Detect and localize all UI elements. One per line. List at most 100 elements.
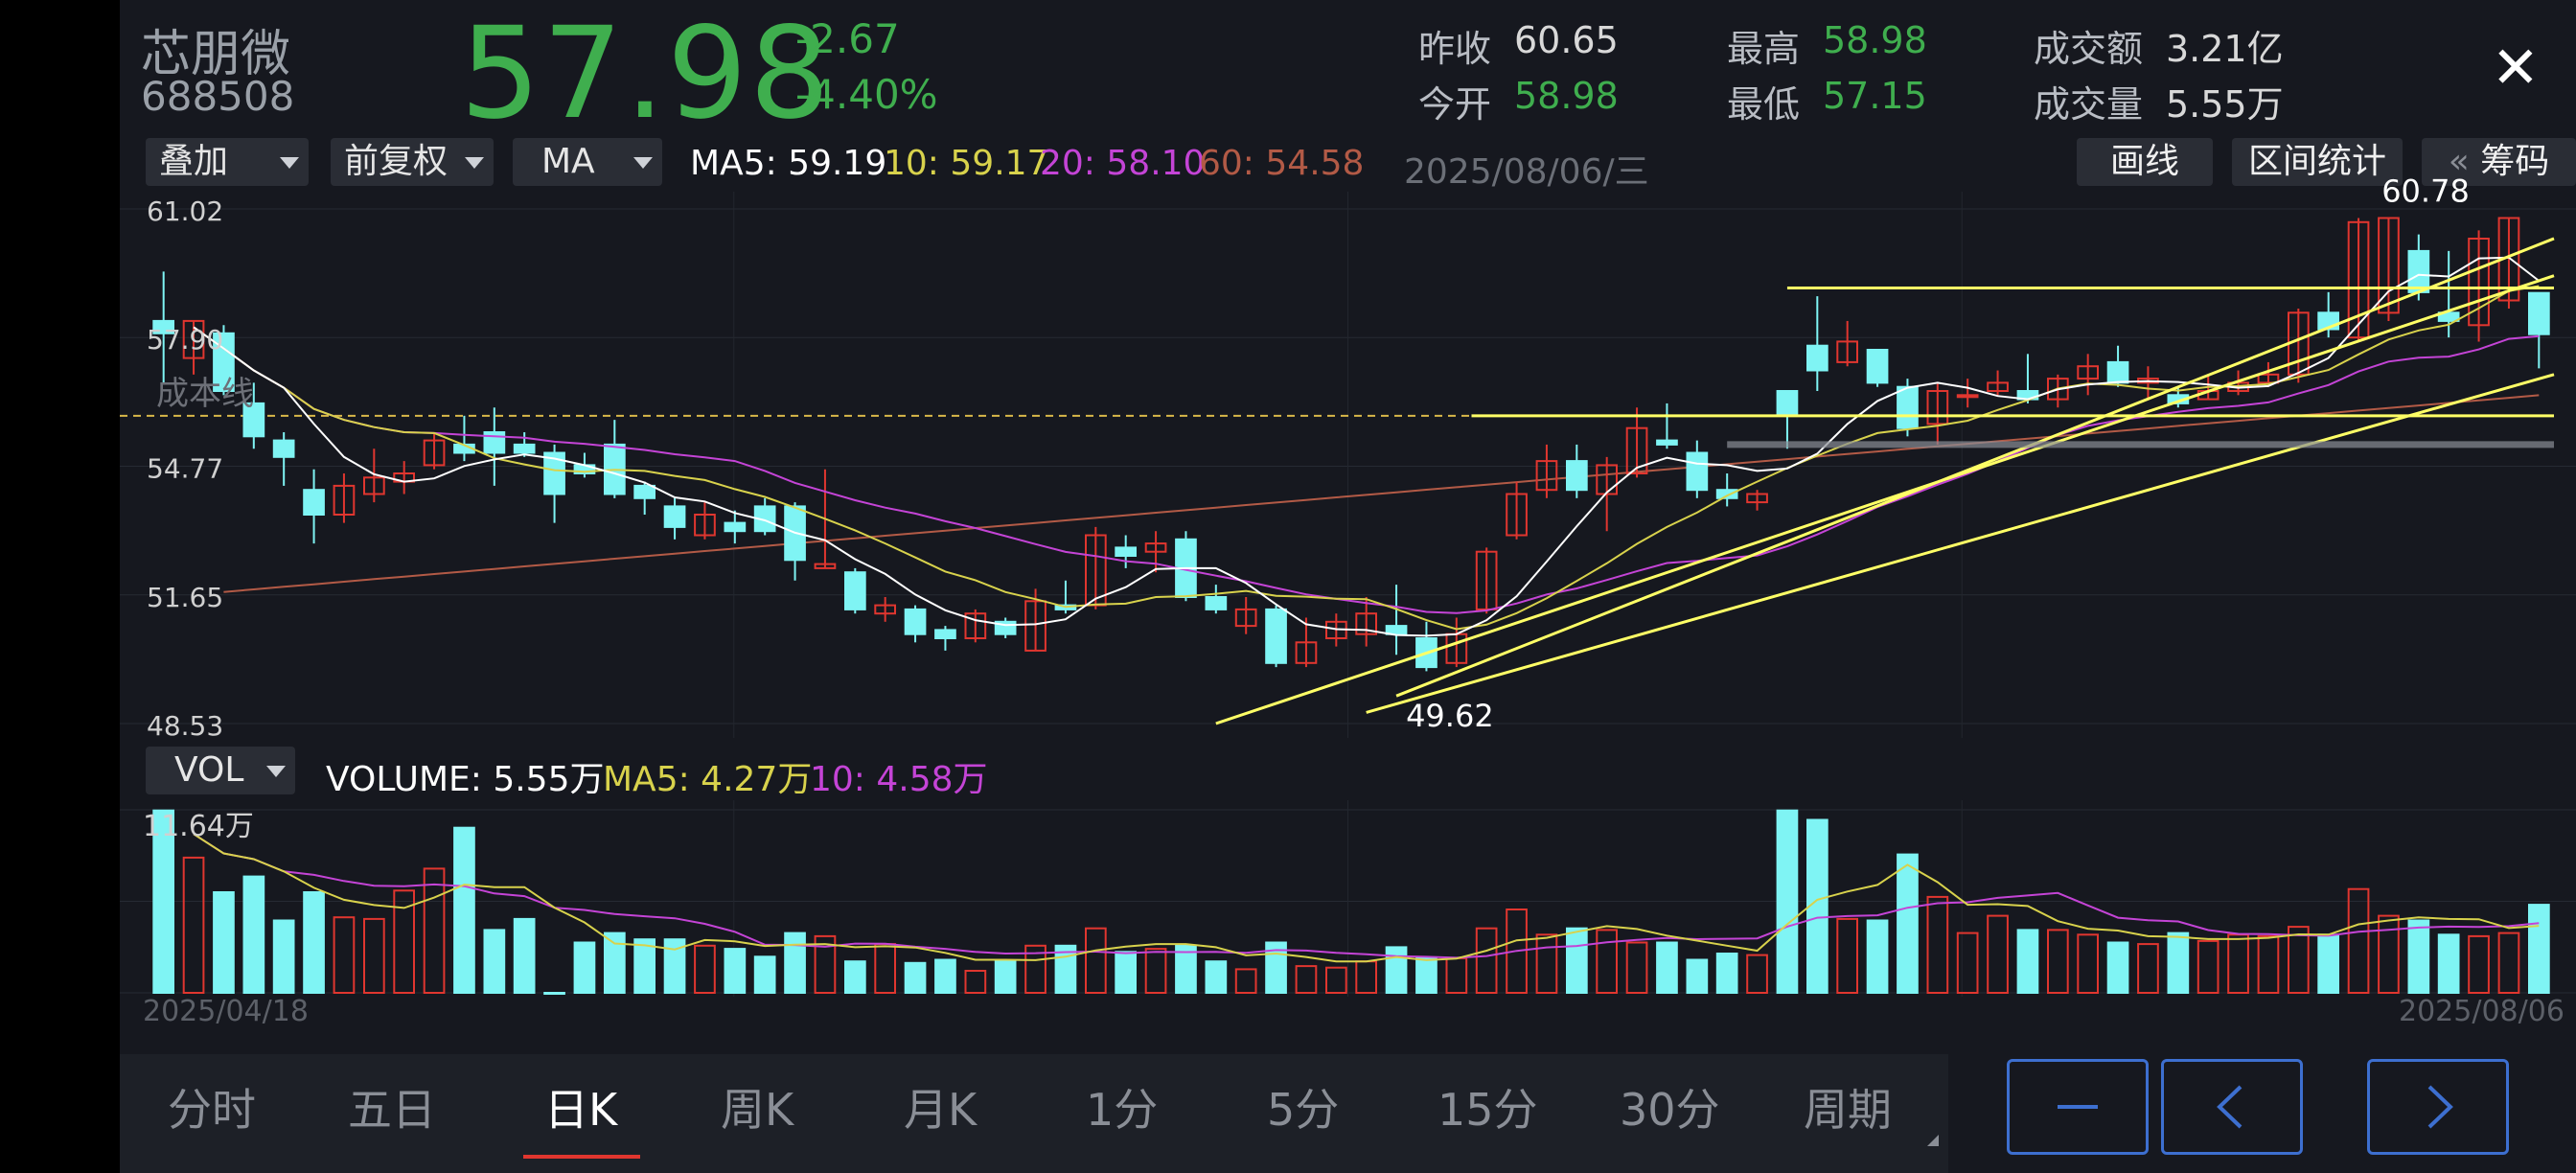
- volume-bar: [1625, 941, 1648, 994]
- volume-legend: VOLUME: 5.55万: [326, 760, 605, 799]
- volume-bar: [1686, 958, 1709, 994]
- volume-bar: [1506, 908, 1528, 994]
- ma5-legend: MA5: 59.19: [690, 144, 887, 183]
- tab-0[interactable]: 分时: [168, 1084, 256, 1136]
- volume-bar: [1205, 960, 1228, 995]
- volume-bar: [303, 891, 325, 994]
- previous-button[interactable]: [2161, 1059, 2303, 1155]
- candle: [1506, 493, 1528, 537]
- tab-5[interactable]: 1分: [1086, 1084, 1159, 1136]
- tab-9[interactable]: 周期: [1804, 1084, 1892, 1136]
- price-change-pct: -4.40%: [795, 71, 938, 118]
- candle: [1836, 340, 1859, 363]
- high-value: 58.98: [1823, 19, 1927, 61]
- volume-bar: [1897, 853, 1919, 994]
- volume-bar: [724, 948, 747, 994]
- tab-6[interactable]: 5分: [1267, 1084, 1340, 1136]
- volume-bar: [1085, 927, 1107, 995]
- candle: [1475, 550, 1498, 610]
- candle: [333, 484, 356, 516]
- volume-bar: [213, 891, 235, 994]
- y-axis-labels: 61.02 57.90 54.77 51.65 48.53: [147, 196, 223, 742]
- volume-bar: [152, 809, 174, 995]
- volume-bar: [1596, 929, 1619, 995]
- low-point-label: 49.62: [1406, 698, 1494, 734]
- tab-3[interactable]: 周K: [721, 1084, 794, 1136]
- volume-bar: [1956, 932, 1979, 994]
- candle: [1715, 489, 1738, 499]
- next-button[interactable]: [2367, 1059, 2509, 1155]
- end-date-label: 2025/08/06: [2399, 995, 2564, 1028]
- candle: [2528, 291, 2550, 335]
- volume-bar: [1295, 965, 1318, 994]
- minus-icon: [2058, 1105, 2098, 1109]
- volume-bar: [543, 992, 565, 995]
- candle: [1746, 493, 1768, 504]
- volume-ma10-path: [193, 833, 2540, 959]
- candles-group: [152, 217, 2550, 672]
- start-date-label: 2025/04/18: [143, 995, 309, 1028]
- chips-button[interactable]: « 筹码: [2422, 138, 2576, 186]
- kline-chart[interactable]: 61.02 57.90 54.77 51.65 48.53 成本线 60.78 49.62: [120, 0, 2576, 1054]
- candle: [513, 443, 536, 454]
- tab-2[interactable]: 日K: [544, 1084, 618, 1136]
- volume-bar: [2047, 929, 2069, 995]
- candle: [1144, 542, 1167, 553]
- candle: [1115, 546, 1138, 558]
- volume-bar: [1987, 914, 2009, 994]
- chevron-right-icon: [2427, 1085, 2453, 1129]
- zoom-out-button[interactable]: [2007, 1059, 2149, 1155]
- y-tick-label: 48.53: [147, 710, 223, 742]
- candle: [694, 514, 716, 537]
- volume-bar: [1355, 960, 1378, 995]
- tab-1[interactable]: 五日: [348, 1084, 436, 1136]
- candle: [1566, 460, 1588, 492]
- volume-ma5-legend: MA5: 4.27万: [603, 760, 813, 799]
- draw-line-button[interactable]: 画线: [2077, 138, 2213, 186]
- trend-line-1: [1215, 274, 2555, 725]
- candle: [1625, 426, 1648, 475]
- active-tab-underline: [523, 1155, 640, 1159]
- volume-bar: [272, 919, 295, 994]
- volume-bar: [453, 826, 475, 995]
- price-change: -2.67: [795, 15, 900, 62]
- volume-bar: [1234, 968, 1257, 995]
- selected-date: 2025/08/06/三: [1404, 152, 1649, 192]
- volume-bar: [1325, 966, 1347, 995]
- candle: [2378, 217, 2400, 314]
- close-icon[interactable]: ✕: [2491, 34, 2540, 102]
- candle: [724, 521, 747, 533]
- indicator-dropdown[interactable]: MA: [513, 138, 662, 186]
- chevron-down-icon: [633, 157, 653, 169]
- candle: [363, 476, 385, 495]
- volume-bar: [2257, 934, 2280, 995]
- amount-label: 成交额: [2034, 28, 2144, 70]
- volume-bar: [2137, 943, 2159, 994]
- candle: [2047, 378, 2069, 401]
- ma20-legend: 20: 58.10: [1040, 144, 1206, 183]
- candle: [844, 571, 866, 610]
- candle: [182, 319, 205, 359]
- candle: [2437, 311, 2460, 322]
- candle: [1866, 349, 1889, 384]
- candle: [213, 332, 235, 392]
- candle: [1987, 381, 2009, 392]
- annotations-group: 成本线 60.78 49.62: [156, 172, 2470, 734]
- current-price: 57.98: [460, 0, 832, 148]
- chart-grid: [120, 192, 2576, 997]
- tab-8[interactable]: 30分: [1620, 1084, 1720, 1136]
- high-label: 最高: [1727, 28, 1801, 70]
- adjust-dropdown[interactable]: 前复权: [331, 138, 494, 186]
- volume-bar: [1445, 956, 1468, 995]
- range-stats-button[interactable]: 区间统计: [2232, 138, 2403, 186]
- overlay-dropdown[interactable]: 叠加: [146, 138, 309, 186]
- tab-7[interactable]: 15分: [1438, 1084, 1538, 1136]
- stock-name: 芯朋微: [141, 26, 291, 83]
- tab-4[interactable]: 月K: [904, 1084, 978, 1136]
- trend-line-3: [1395, 237, 2555, 698]
- volume-bar: [844, 960, 866, 995]
- volume-bar: [1926, 895, 1949, 995]
- candle: [1355, 612, 1378, 635]
- volume-indicator-dropdown[interactable]: VOL: [146, 747, 295, 794]
- volume-bar: [573, 941, 596, 994]
